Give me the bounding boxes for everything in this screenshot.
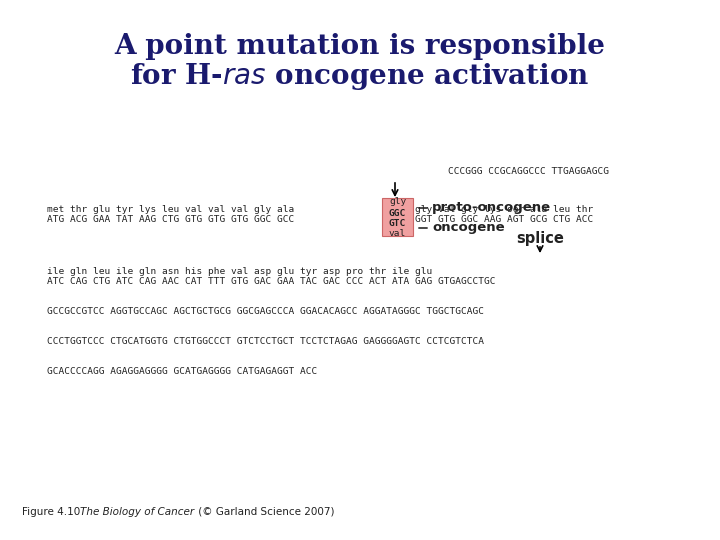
Text: (© Garland Science 2007): (© Garland Science 2007) — [195, 507, 335, 517]
Text: gly: gly — [389, 198, 406, 206]
Text: for H-$\mathit{ras}$ oncogene activation: for H-$\mathit{ras}$ oncogene activation — [130, 62, 590, 92]
Text: Figure 4.10: Figure 4.10 — [22, 507, 86, 517]
Text: GTC: GTC — [389, 219, 406, 227]
Text: ATG ACG GAA TAT AAG CTG GTG GTG GTG GGC GCC: ATG ACG GAA TAT AAG CTG GTG GTG GTG GGC … — [47, 215, 294, 225]
Text: CCCTGGTCCC CTGCATGGTG CTGTGGCCCT GTCTCCTGCT TCCTCTAGAG GAGGGGAGTC CCTCGTCTCA: CCCTGGTCCC CTGCATGGTG CTGTGGCCCT GTCTCCT… — [47, 338, 484, 347]
Text: GGC: GGC — [389, 208, 406, 218]
Text: splice: splice — [516, 231, 564, 246]
Text: val: val — [389, 228, 406, 238]
Text: GCACCCCAGG AGAGGAGGGG GCATGAGGGG CATGAGAGGT ACC: GCACCCCAGG AGAGGAGGGG GCATGAGGGG CATGAGA… — [47, 368, 318, 376]
Text: ATC CAG CTG ATC CAG AAC CAT TTT GTG GAC GAA TAC GAC CCC ACT ATA GAG GTGAGCCTGC: ATC CAG CTG ATC CAG AAC CAT TTT GTG GAC … — [47, 278, 495, 287]
Text: met thr glu tyr lys leu val val val gly ala: met thr glu tyr lys leu val val val gly … — [47, 206, 294, 214]
Text: GCCGCCGTCC AGGTGCCAGC AGCTGCTGCG GGCGAGCCCA GGACACAGCC AGGATAGGGC TGGCTGCAGC: GCCGCCGTCC AGGTGCCAGC AGCTGCTGCG GGCGAGC… — [47, 307, 484, 316]
Text: The Biology of Cancer: The Biology of Cancer — [80, 507, 194, 517]
Text: ile gln leu ile gln asn his phe val asp glu tyr asp pro thr ile glu: ile gln leu ile gln asn his phe val asp … — [47, 267, 432, 276]
Text: oncogene: oncogene — [432, 221, 505, 234]
Text: gly val gly lys ser ala leu thr: gly val gly lys ser ala leu thr — [415, 206, 593, 214]
Text: CCCGGG CCGCAGGCCC TTGAGGAGCG: CCCGGG CCGCAGGCCC TTGAGGAGCG — [448, 167, 609, 177]
Text: GGT GTG GGC AAG AGT GCG CTG ACC: GGT GTG GGC AAG AGT GCG CTG ACC — [415, 215, 593, 225]
Text: A point mutation is responsible: A point mutation is responsible — [114, 33, 606, 60]
Bar — [382, 198, 413, 236]
Text: proto-oncogene: proto-oncogene — [432, 200, 551, 213]
